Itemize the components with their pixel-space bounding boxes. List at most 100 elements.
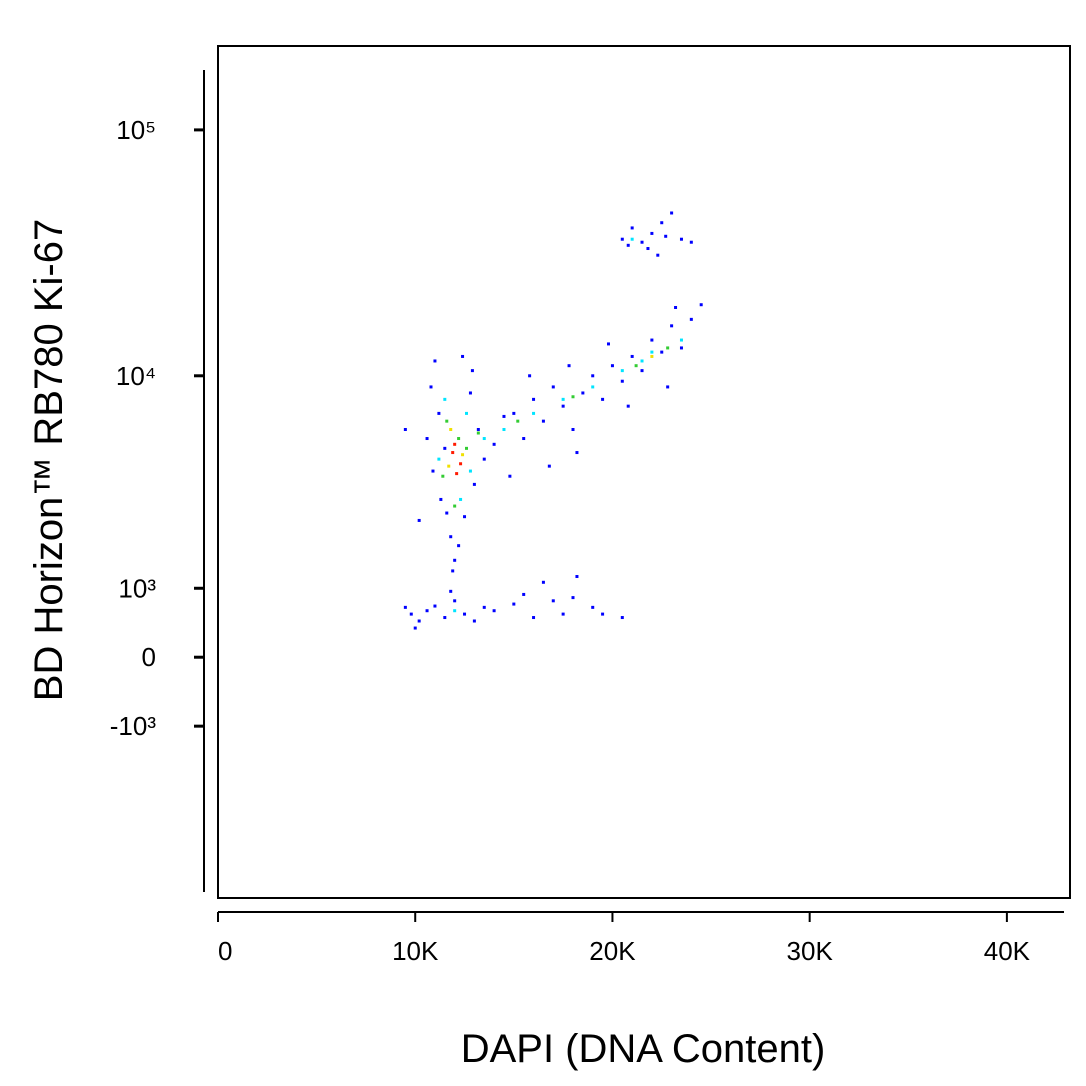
data-point [541, 580, 545, 584]
data-point [472, 482, 476, 486]
data-point [551, 385, 555, 389]
data-point [482, 605, 486, 609]
data-point [465, 411, 468, 415]
data-point [403, 605, 407, 609]
data-point [591, 385, 595, 389]
data-point [575, 575, 579, 579]
data-point [476, 427, 480, 431]
data-point [433, 359, 437, 363]
data-point [482, 457, 486, 461]
data-point [413, 626, 417, 630]
data-point [429, 385, 433, 389]
data-point [610, 364, 614, 368]
data-point [664, 234, 668, 238]
data-point [425, 609, 429, 613]
data-point [508, 474, 512, 478]
data-point [417, 518, 421, 522]
data-point [453, 599, 457, 603]
data-point [650, 338, 654, 342]
data-point [532, 411, 536, 415]
data-point [660, 350, 664, 354]
data-point [547, 464, 551, 468]
data-point [541, 419, 545, 423]
data-point [459, 462, 463, 466]
data-point [670, 211, 674, 215]
data-point [522, 592, 526, 596]
data-point [449, 427, 453, 431]
data-point [666, 346, 670, 350]
data-point [679, 338, 683, 342]
data-point [561, 404, 565, 408]
data-point [607, 342, 610, 346]
data-point [674, 305, 678, 309]
data-point [447, 464, 451, 468]
data-point [445, 511, 449, 515]
data-point [601, 612, 605, 616]
y-tick-label: 10⁴ [116, 361, 156, 391]
data-point [449, 535, 453, 539]
data-point [476, 431, 480, 435]
data-point [561, 612, 565, 616]
data-point [453, 609, 457, 613]
y-tick-label: 10⁵ [116, 115, 156, 145]
data-point [626, 243, 630, 247]
data-point [601, 397, 605, 401]
data-point [567, 364, 571, 368]
data-point [591, 374, 595, 378]
data-point [679, 346, 683, 350]
data-point [670, 324, 674, 328]
data-point [439, 497, 443, 501]
data-point [425, 437, 429, 441]
data-point [468, 391, 472, 395]
data-point [650, 231, 654, 235]
data-point [532, 397, 536, 401]
data-point [634, 364, 638, 368]
data-point [512, 411, 516, 415]
data-point [666, 385, 670, 389]
data-point [689, 317, 693, 321]
data-point [451, 451, 455, 455]
data-point [451, 569, 455, 573]
data-point [620, 237, 624, 241]
data-point [470, 369, 474, 373]
data-point [457, 437, 461, 441]
data-point [461, 453, 465, 457]
data-point [512, 602, 516, 606]
data-point [472, 619, 476, 623]
data-point [437, 411, 441, 415]
x-tick-label: 30K [787, 936, 834, 966]
x-tick-label: 0 [218, 936, 232, 966]
data-point [468, 469, 472, 473]
data-point [561, 397, 565, 401]
data-point [445, 419, 449, 423]
data-point [443, 397, 447, 401]
data-point [457, 544, 461, 548]
data-point [581, 391, 585, 395]
data-point [640, 359, 644, 363]
data-point [453, 504, 457, 508]
data-point [640, 369, 644, 373]
data-point [433, 604, 437, 608]
data-point [551, 599, 555, 603]
data-point [571, 395, 575, 399]
y-tick-label: -10³ [110, 711, 157, 741]
data-point [492, 609, 496, 613]
y-tick-label: 10³ [118, 573, 156, 603]
x-axis-label: DAPI (DNA Content) [461, 1027, 826, 1071]
data-point [620, 379, 624, 383]
data-point [575, 451, 579, 455]
data-point [630, 226, 634, 230]
data-point [689, 240, 693, 244]
data-point [431, 469, 435, 473]
data-point [449, 589, 453, 593]
data-point [630, 354, 634, 358]
data-point [650, 354, 654, 358]
data-point [482, 437, 486, 441]
data-point [650, 350, 654, 354]
data-point [453, 442, 457, 446]
data-point [459, 497, 463, 501]
data-point [453, 558, 457, 562]
data-point [679, 237, 683, 241]
data-point [591, 605, 595, 609]
data-point [532, 616, 536, 620]
